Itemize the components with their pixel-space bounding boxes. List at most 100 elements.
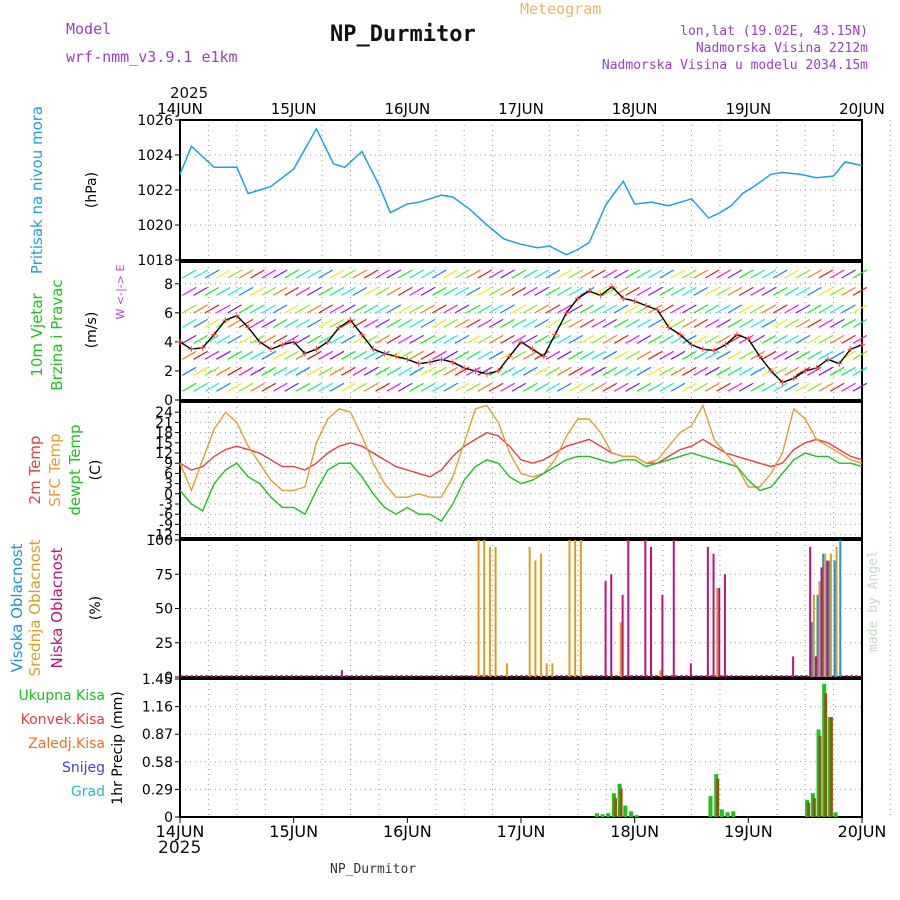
wind-streak — [488, 318, 504, 328]
wind-streak — [557, 304, 572, 314]
wind-streak — [363, 318, 379, 328]
wind-streak — [284, 334, 299, 344]
wind-streak — [579, 334, 595, 344]
cloud-bar-1 — [829, 553, 832, 677]
wind-streak — [295, 318, 311, 328]
wind-streak — [375, 304, 390, 314]
wind-streak — [682, 286, 697, 296]
cloud-bar-1 — [551, 663, 554, 677]
wind-streak — [784, 269, 800, 279]
wind-streak — [534, 286, 549, 296]
wind-streak — [670, 269, 686, 279]
cloud-bar-1 — [579, 540, 582, 677]
wind-streak — [602, 350, 618, 360]
wind-streak — [829, 350, 845, 360]
wind-streak — [420, 304, 436, 314]
wind-streak — [477, 318, 493, 328]
wind-streak — [511, 382, 527, 392]
wind-streak — [591, 304, 606, 314]
wind-streak — [511, 350, 527, 360]
wind-streak — [795, 350, 811, 360]
wind-streak — [670, 286, 686, 296]
wind-streak — [193, 366, 208, 376]
wind-streak — [784, 304, 800, 314]
wind-streak — [204, 304, 220, 314]
wind-streak — [272, 366, 288, 376]
wind-streak — [454, 350, 470, 360]
wind-streak — [636, 286, 652, 296]
precip-bar-0 — [623, 805, 628, 817]
wind-streak — [750, 350, 765, 360]
wind-streak — [488, 286, 504, 296]
wind-streak — [216, 269, 231, 279]
wind-streak — [807, 318, 822, 328]
cloud-bar-2 — [814, 656, 817, 677]
wind-speed-marker — [574, 295, 581, 302]
clouds-ytick-label: 100 — [146, 533, 173, 549]
wind-streak — [409, 366, 424, 376]
temp-series-0 — [179, 431, 863, 478]
wind-streak — [545, 382, 561, 392]
cloud-bar-2 — [723, 574, 726, 677]
wind-speed-marker — [654, 306, 661, 313]
wind-speed-marker — [733, 331, 740, 338]
precip-ylabel: 1hr Precip (mm) — [110, 691, 126, 804]
wind-speed-marker — [779, 379, 786, 386]
wind-streak — [773, 318, 788, 328]
cloud-bar-0 — [822, 553, 825, 677]
cloud-bar-1 — [659, 670, 662, 677]
wind-streak — [852, 318, 868, 328]
wind-streak — [443, 350, 459, 360]
wind-streak — [795, 286, 811, 296]
wind-streak — [409, 318, 424, 328]
wind-streak — [420, 318, 436, 328]
wind-streak — [397, 286, 413, 296]
wind-streak — [363, 382, 379, 392]
wind-streak — [795, 382, 811, 392]
wind-streak — [216, 366, 231, 376]
wind-streak — [613, 366, 629, 376]
wind-streak — [522, 366, 538, 376]
wind-streak — [557, 382, 572, 392]
wind-streak — [648, 318, 663, 328]
wind-streak — [727, 304, 743, 314]
wind-streak — [716, 382, 731, 392]
temp-ylabel-sfc: SFC Temp — [46, 433, 64, 506]
wind-streak — [613, 382, 629, 392]
wind-streak — [579, 350, 595, 360]
temperature-ytick-label: -3 — [159, 497, 173, 513]
wind-streak — [761, 318, 777, 328]
wind-streak — [341, 318, 356, 328]
wind-speed-marker — [790, 375, 797, 382]
wind-speed-marker — [427, 359, 434, 366]
wind-streak — [397, 382, 413, 392]
date-tick-top: 17JUN — [498, 100, 544, 118]
wind-speed-marker — [290, 338, 297, 345]
wind-streak — [204, 269, 220, 279]
wind-streak — [477, 350, 493, 360]
wind-ytick-label: 6 — [164, 306, 173, 322]
wind-streak — [341, 350, 356, 360]
wind-streak — [204, 366, 220, 376]
wind-streak — [807, 304, 822, 314]
precip-ytick-label: 0.58 — [142, 755, 173, 771]
precip-bar-1 — [824, 693, 828, 817]
wind-streak — [238, 286, 254, 296]
cloud-ylabel-low: Niska Oblacnost — [48, 547, 66, 668]
wind-streak — [329, 350, 345, 360]
wind-speed-marker — [233, 312, 240, 319]
wind-streak — [625, 350, 640, 360]
wind-streak — [193, 334, 208, 344]
wind-streak — [318, 366, 333, 376]
wind-streak — [341, 269, 356, 279]
wind-streak — [386, 269, 402, 279]
precip-bar-0 — [708, 796, 713, 817]
wind-streak — [761, 350, 777, 360]
wind-streak — [727, 366, 743, 376]
wind-streak — [329, 334, 345, 344]
wind-streak — [761, 304, 777, 314]
clouds-ytick-label: 50 — [155, 602, 173, 618]
wind-streak — [238, 269, 254, 279]
